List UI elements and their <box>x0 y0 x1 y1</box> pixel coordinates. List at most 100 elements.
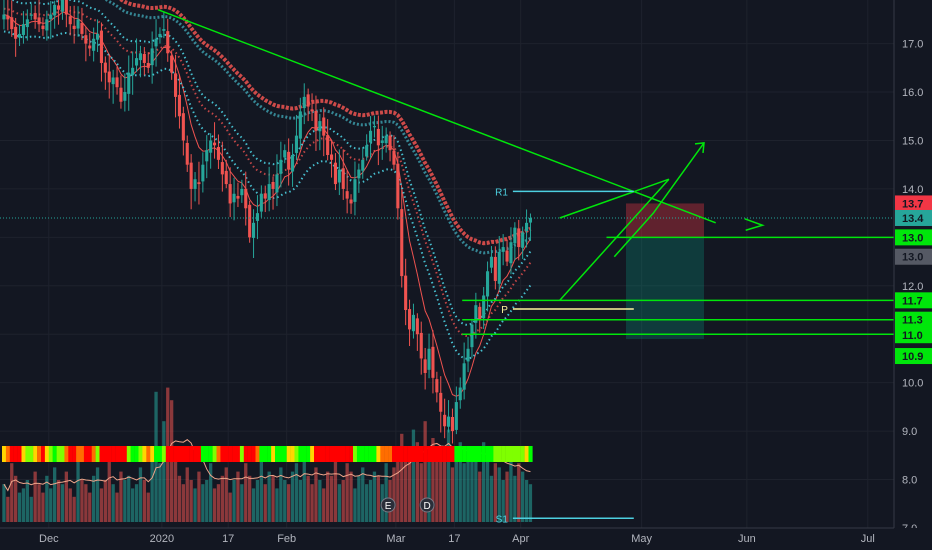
candle-body <box>123 92 127 101</box>
heat-cell <box>376 446 381 462</box>
heat-cell <box>181 446 186 462</box>
volume-bar <box>60 484 65 522</box>
heat-cell <box>2 446 7 462</box>
candle-body <box>220 162 224 175</box>
candle-body <box>150 48 154 66</box>
candle-body <box>345 191 349 199</box>
candle-body <box>216 146 220 160</box>
candle-body <box>423 359 427 373</box>
volume-bar <box>244 463 248 522</box>
heat-cell <box>520 446 525 462</box>
heat-cell <box>528 446 533 462</box>
volume-bar <box>458 442 462 522</box>
heat-cell <box>485 446 490 462</box>
heat-cell <box>450 446 455 462</box>
volume-bar <box>80 480 84 522</box>
candle-body <box>501 247 505 252</box>
candle-body <box>509 242 513 264</box>
candle-body <box>326 135 330 156</box>
volume-bar <box>37 484 41 522</box>
volume-bar <box>349 471 353 522</box>
candle-body <box>127 72 131 94</box>
event-marker[interactable]: E <box>380 497 396 513</box>
heat-cell <box>255 446 260 462</box>
heat-cell <box>271 446 276 462</box>
heat-cell <box>337 446 342 462</box>
price-badge-label: 11.3 <box>902 315 923 327</box>
volume-bar <box>33 471 37 522</box>
volume-bar <box>216 484 221 522</box>
heat-cell <box>489 446 494 462</box>
heat-cell <box>317 446 322 462</box>
volume-bar <box>517 463 521 522</box>
candle-body <box>337 169 341 183</box>
candle-body <box>489 256 493 268</box>
volume-bar <box>329 475 334 522</box>
heat-cell <box>360 446 365 462</box>
heat-cell <box>501 446 506 462</box>
volume-bar <box>298 480 302 522</box>
candle-body <box>111 77 115 85</box>
x-tick-label: Jul <box>861 533 875 545</box>
candle-body <box>271 181 275 189</box>
candle-body <box>10 17 14 30</box>
heat-cell <box>306 446 311 462</box>
trendline-arrowhead <box>744 218 765 231</box>
volume-bar <box>306 475 310 522</box>
candle-body <box>68 16 72 25</box>
candle-body <box>228 184 232 204</box>
x-tick-label: 2020 <box>150 533 174 545</box>
time-axis[interactable] <box>0 528 932 550</box>
volume-bar <box>400 433 404 522</box>
heat-cell <box>259 446 264 462</box>
heat-cell <box>314 446 319 462</box>
volume-bar <box>2 484 6 522</box>
volume-bar <box>493 463 497 522</box>
signal-heat-bar <box>2 446 533 462</box>
volume-bar <box>49 488 53 522</box>
heat-cell <box>150 446 155 462</box>
candle-body <box>505 250 509 262</box>
candle-body <box>57 5 61 10</box>
candle-body <box>255 213 259 221</box>
candle-body <box>474 305 478 323</box>
volume-bar <box>365 484 369 522</box>
candle-body <box>287 151 291 170</box>
volume-bar <box>333 459 338 522</box>
volume-bar <box>509 459 513 522</box>
volume-bar <box>10 463 14 522</box>
heat-cell <box>216 446 221 462</box>
volume-bar <box>14 475 18 522</box>
heat-cell <box>138 446 143 462</box>
heat-cell <box>158 446 163 462</box>
event-marker[interactable]: D <box>419 497 435 513</box>
heat-cell <box>72 446 77 462</box>
candle-body <box>458 387 462 401</box>
heat-cell <box>286 446 291 462</box>
heat-cell <box>333 446 338 462</box>
heat-cell <box>505 446 510 462</box>
price-badge-label: 13.0 <box>902 232 923 244</box>
heat-cell <box>411 446 416 462</box>
y-tick-label: 8.0 <box>902 475 917 487</box>
volume-bar <box>454 454 458 522</box>
price-badge-label: 11.7 <box>902 295 923 307</box>
candle-body <box>53 4 57 16</box>
candle-body <box>14 26 18 39</box>
drawing-lines[interactable] <box>0 8 894 335</box>
candle-body <box>497 251 501 284</box>
candle-body <box>330 154 334 160</box>
volume-bar <box>294 463 299 522</box>
candle-body <box>201 164 205 182</box>
heat-cell <box>173 446 178 462</box>
volume-bar <box>497 467 501 522</box>
descending-trendline <box>157 8 716 224</box>
pivot-level-label: R1 <box>495 187 508 198</box>
price-badge-label: 13.7 <box>902 198 923 210</box>
position-tool[interactable] <box>626 203 704 340</box>
volume-bar <box>435 446 439 522</box>
heat-cell <box>458 446 463 462</box>
heat-cell <box>41 446 46 462</box>
